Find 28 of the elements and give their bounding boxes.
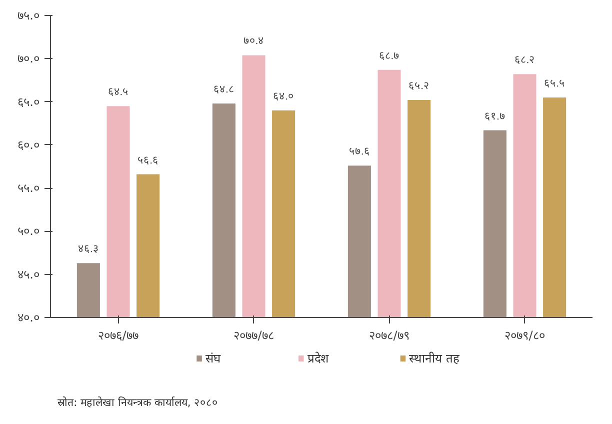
x-tick-label: २०७९/८०	[504, 328, 545, 342]
legend-label: स्थानीय तह	[409, 352, 460, 366]
legend-label: संघ	[205, 352, 222, 366]
y-tick-label: ६५.०	[18, 94, 40, 109]
y-tick-label: ५०.०	[18, 224, 40, 238]
data-label: ७०.४	[243, 36, 264, 48]
x-tick-label: २०७७/७८	[234, 328, 274, 342]
y-tick-label: ६०.०	[18, 138, 40, 152]
data-label: ६८.२	[514, 55, 536, 66]
data-label: ६४.५	[108, 87, 129, 98]
data-label: ६४.८	[214, 84, 234, 96]
text: स्रोत: महालेखा नियन्त्रक कार्यालय, २०८०	[58, 396, 218, 409]
y-tick-label: ७०.०	[18, 52, 40, 66]
x-tick-label: २०७६/७७	[98, 328, 138, 342]
data-label: ६५.५	[544, 78, 565, 90]
legend-label: प्रदेश	[307, 352, 330, 366]
y-tick-label: ५५.०	[18, 181, 40, 196]
data-label: ६४.०	[273, 91, 294, 102]
y-tick-label: ४०.०	[18, 310, 40, 324]
data-label: ५६.६	[138, 155, 158, 166]
x-tick-label: २०७८/७९	[369, 328, 410, 342]
data-label: ५७.६	[349, 146, 370, 158]
y-tick-label: ७५.०	[18, 8, 40, 22]
data-label: ४६.३	[78, 244, 99, 256]
data-label: ६१.७	[484, 111, 506, 122]
y-tick-label: ४५.०	[18, 267, 40, 282]
data-label: ६५.२	[408, 81, 430, 92]
data-label: ६८.७	[378, 50, 400, 62]
